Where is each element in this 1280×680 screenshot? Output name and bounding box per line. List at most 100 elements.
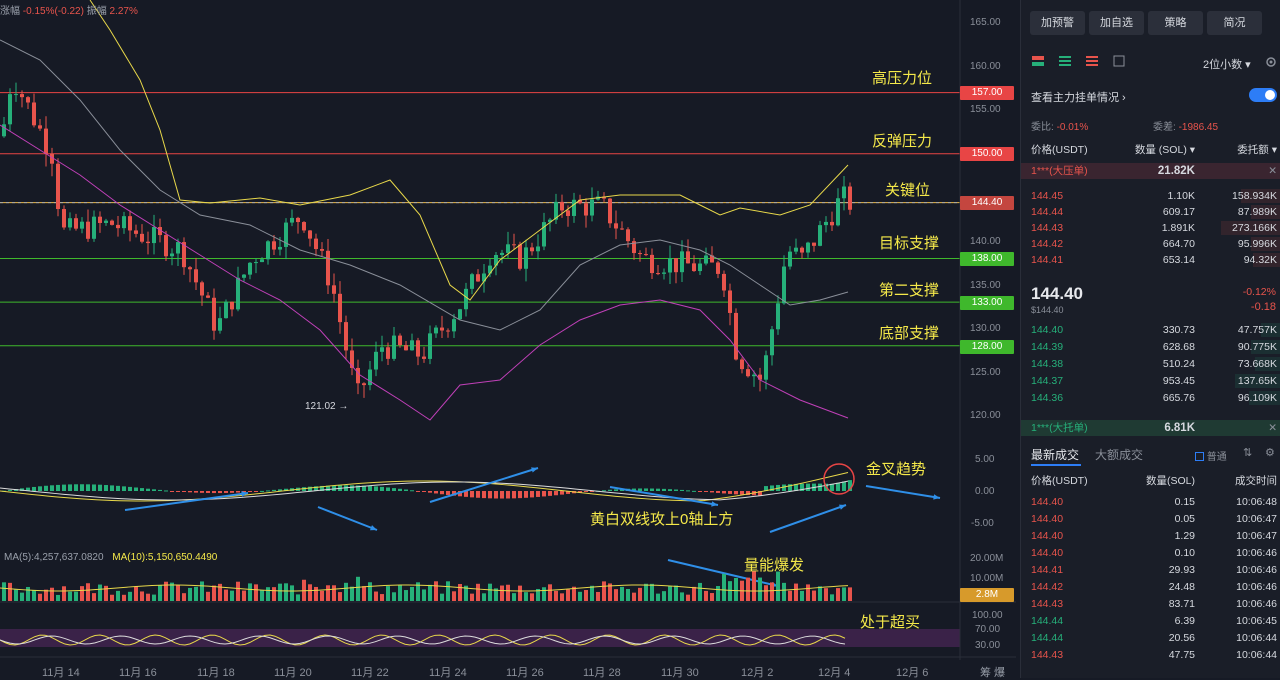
- main-orders-toggle[interactable]: [1249, 88, 1277, 102]
- macd-bar: [260, 490, 264, 492]
- ask-row[interactable]: 144.41 653.14 94.32K: [1021, 252, 1280, 268]
- arrow: [317, 506, 378, 531]
- volume-bar: [8, 582, 12, 601]
- volume-bar: [698, 582, 702, 601]
- candle-body: [290, 217, 294, 223]
- bid-row[interactable]: 144.36 665.76 96.109K: [1021, 390, 1280, 406]
- macd-bar: [416, 491, 420, 492]
- volume-bar: [764, 585, 768, 601]
- bid-row[interactable]: 144.38 510.24 73.668K: [1021, 356, 1280, 372]
- volume-bar: [536, 588, 540, 601]
- macd-bar: [8, 489, 12, 491]
- ask-row[interactable]: 144.44 609.17 87.989K: [1021, 204, 1280, 220]
- asks-only-icon[interactable]: [1085, 54, 1099, 68]
- candle-body: [824, 221, 828, 226]
- price-tag: 128.00: [960, 340, 1014, 354]
- macd-tick: -5.00: [971, 518, 994, 529]
- macd-bar: [248, 491, 252, 492]
- ask-row[interactable]: 144.45 1.10K 158.934K: [1021, 188, 1280, 204]
- qty-header[interactable]: 数量 (SOL) ▾: [1134, 144, 1195, 156]
- tab-large-trades[interactable]: 大额成交: [1095, 448, 1144, 462]
- macd-bar: [356, 485, 360, 491]
- close-icon[interactable]: ✕: [1268, 165, 1277, 177]
- trade-row[interactable]: 144.44 6.39 10:06:45: [1021, 613, 1280, 629]
- trade-row[interactable]: 144.40 0.10 10:06:46: [1021, 545, 1280, 561]
- volume-bar: [656, 593, 660, 601]
- macd-bar: [788, 484, 792, 491]
- bids-only-icon[interactable]: [1058, 54, 1072, 68]
- candle-body: [188, 267, 192, 270]
- arrow: [429, 467, 539, 503]
- macd-bar: [128, 486, 132, 491]
- ask-row[interactable]: 144.43 1.891K 273.166K: [1021, 220, 1280, 236]
- sort-icon[interactable]: ⇅: [1243, 447, 1253, 459]
- popout-icon[interactable]: [1112, 54, 1126, 68]
- volume-bar: [770, 582, 774, 601]
- both-sides-icon[interactable]: [1031, 54, 1045, 68]
- add-alert-button[interactable]: 加预警: [1030, 11, 1085, 35]
- macd-bar: [602, 490, 606, 492]
- volume-bar: [344, 582, 348, 601]
- cell-qty: 6.39: [1174, 615, 1195, 627]
- overview-button[interactable]: 简况: [1207, 11, 1262, 35]
- amount-header[interactable]: 委托额 ▾: [1237, 144, 1277, 156]
- checkbox-icon[interactable]: [1195, 452, 1204, 461]
- trade-row[interactable]: 144.40 1.29 10:06:47: [1021, 528, 1280, 544]
- normal-filter[interactable]: 普通: [1195, 448, 1227, 463]
- decimal-select[interactable]: 2位小数 ▾: [1203, 59, 1251, 71]
- volume-bar: [824, 588, 828, 601]
- macd-bar: [698, 491, 702, 492]
- cell-amount: 10:06:46: [1236, 598, 1277, 610]
- bid-row[interactable]: 144.37 953.45 137.65K: [1021, 373, 1280, 389]
- macd-bar: [800, 483, 804, 491]
- view-icons: [1031, 54, 1126, 68]
- candle-body: [362, 383, 366, 386]
- settings-icon[interactable]: ⚙: [1265, 447, 1275, 459]
- macd-bar: [794, 483, 798, 491]
- candle-body: [806, 242, 810, 253]
- bid-row[interactable]: 144.39 628.68 90.775K: [1021, 339, 1280, 355]
- chart-area[interactable]: 涨幅 -0.15%(-0.22) 振幅 2.27% 高压力位 反弹压力 关键位 …: [0, 0, 1016, 679]
- trade-row[interactable]: 144.44 20.56 10:06:44: [1021, 630, 1280, 646]
- candle-body: [404, 345, 408, 351]
- candle-body: [398, 335, 402, 346]
- volume-bar: [254, 584, 258, 601]
- candle-body: [44, 128, 48, 154]
- price-chart-svg[interactable]: [0, 0, 1016, 678]
- candle-body: [50, 153, 54, 164]
- trade-row[interactable]: 144.40 0.05 10:06:47: [1021, 511, 1280, 527]
- candle-body: [500, 252, 504, 256]
- volume-bar: [32, 590, 36, 601]
- main-orders-toggle-label[interactable]: 查看主力挂单情况 ›: [1031, 92, 1126, 104]
- strategy-button[interactable]: 策略: [1148, 11, 1203, 35]
- cell-qty: 330.73: [1162, 324, 1195, 336]
- tab-latest-trades[interactable]: 最新成交: [1031, 448, 1080, 462]
- trade-row[interactable]: 144.43 83.71 10:06:46: [1021, 596, 1280, 612]
- candle-body: [212, 297, 216, 331]
- volume-bar: [662, 591, 666, 601]
- close-icon[interactable]: ✕: [1268, 422, 1277, 434]
- candle-body: [176, 242, 180, 254]
- trade-row[interactable]: 144.40 0.15 10:06:48: [1021, 494, 1280, 510]
- cell-qty: 83.71: [1168, 598, 1195, 610]
- candle-body: [254, 262, 258, 264]
- settings-icon[interactable]: [1265, 56, 1277, 68]
- macd-bar: [212, 491, 216, 494]
- big-sell-qty: 21.82K: [1157, 165, 1195, 177]
- candle-body: [284, 222, 288, 247]
- volume-bar: [632, 592, 636, 601]
- trade-row[interactable]: 144.41 29.93 10:06:46: [1021, 562, 1280, 578]
- bid-row[interactable]: 144.40 330.73 47.757K: [1021, 322, 1280, 338]
- volume-bar: [350, 586, 354, 601]
- macd-bar: [32, 486, 36, 491]
- cell-price: 144.43: [1031, 598, 1064, 610]
- candle-body: [536, 246, 540, 252]
- volume-bar: [272, 587, 276, 601]
- add-watchlist-button[interactable]: 加自选: [1089, 11, 1144, 35]
- candle-body: [638, 253, 642, 255]
- trade-row[interactable]: 144.43 47.75 10:06:44: [1021, 647, 1280, 663]
- depth-bar: [1241, 189, 1280, 203]
- trade-row[interactable]: 144.42 24.48 10:06:46: [1021, 579, 1280, 595]
- ask-row[interactable]: 144.42 664.70 95.996K: [1021, 236, 1280, 252]
- ma5-label: MA(5):4,257,637.0820: [4, 552, 104, 563]
